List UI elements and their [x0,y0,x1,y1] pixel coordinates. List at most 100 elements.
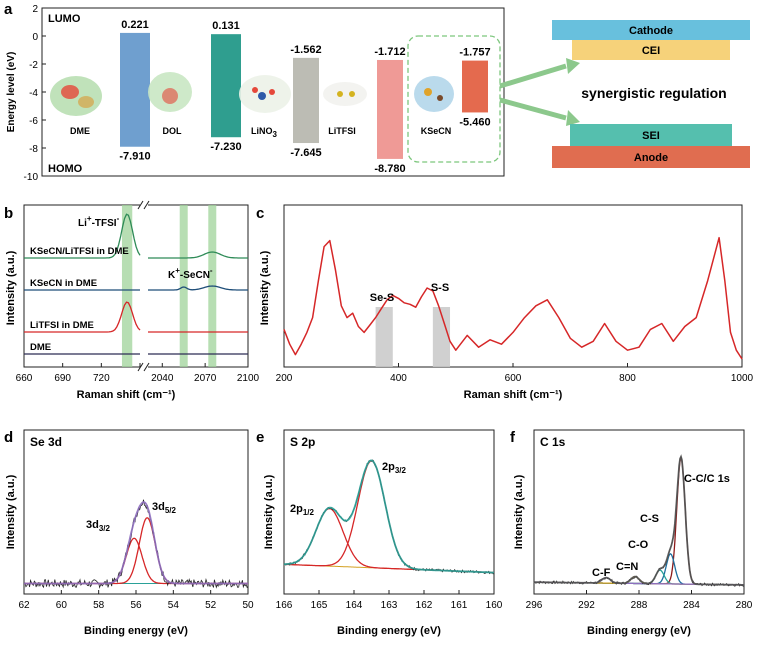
homo-value-label: -5.460 [459,116,490,128]
anode-layer [552,146,750,168]
c1s-peak-label: C-C/C 1s [684,473,730,485]
green-band [121,205,133,367]
panel-b-content: 660 690 720 2040 2070 2100 KSeCN/LiTFSI in DME… [16,200,260,384]
panel-letter-a: a [4,1,13,18]
panel-b-frame [23,204,249,368]
k-secn-annotation: K+-SeCN- [168,266,213,281]
panel-b-raman: Intensity (a.u.) Raman shift (cm⁻¹) 660 6… [5,200,260,401]
sei-layer [570,124,732,146]
series-label: DME [30,342,51,353]
panel-a-ylabel: Energy level (eV) [6,52,17,133]
xps-xtick-label: 54 [168,600,180,611]
panel-c-xtick-label: 800 [619,373,636,384]
axis-break-mark [143,362,150,372]
panel-d-xlabel: Binding energy (eV) [84,625,188,637]
xps-xtick-label: 166 [276,600,293,611]
panel-c-frame [283,204,743,368]
xps-xtick-label: 160 [486,600,503,611]
c1s-peak-label: C-S [640,513,659,525]
homo-value-label: -7.645 [290,147,321,159]
panel-c-ylabel: Intensity (a.u.) [259,250,271,325]
molecule-name-label: KSeCN [421,126,452,136]
panel-c-xtick-label: 200 [276,373,293,384]
lumo-label: LUMO [48,13,81,25]
axis-break-mask [140,363,148,371]
panel-letter-d: d [4,429,13,446]
raman-trace-right [148,285,248,291]
panel-b-xtick-label: 2040 [151,373,174,384]
series-label: LiTFSI in DME [30,320,94,331]
panel-a-bars: 0.221 -7.910 DME 0.131 -7.230 DOL -1.562 -7.645… [70,19,491,175]
panel-e-title: S 2p [290,435,315,449]
molecule-name-label: DME [70,126,90,136]
arrow-up-head [566,58,580,74]
panel-f-c1s: C 1s Intensity (a.u.) Binding energy (eV… [513,429,753,637]
panel-letter-e: e [256,429,264,446]
c1s-peak-label: C-F [592,567,611,579]
panel-d-content: 62 60 58 56 54 52 50 3d3/2 3d5/2 [18,499,254,611]
panel-letter-b: b [4,205,13,222]
panel-a-energy-levels: LUMO HOMO Energy level (eV) 2 0 -2 -4 -6 -8 -1… [6,4,750,183]
cei-label: CEI [642,45,660,57]
panel-c-content: 200 400 600 800 1000 Se-S S-S [276,236,754,384]
c1s-peak-label: C=N [616,561,638,573]
energy-bar-dol [211,34,241,138]
panel-b-ylabel: Intensity (a.u.) [5,250,17,325]
panel-b-xtick-label: 2100 [237,373,260,384]
lumo-value-label: -1.562 [290,44,321,56]
panel-f-content: 296 292 288 284 280 C-C/C 1s C-S C-O C=N C-F [526,454,753,611]
cei-layer [572,40,730,60]
panel-f-xlabel: Binding energy (eV) [587,625,691,637]
panel-c-xlabel: Raman shift (cm⁻¹) [464,389,563,401]
panel-e-s2p: S 2p Intensity (a.u.) Binding energy (eV… [263,429,503,637]
panel-d-title: Se 3d [30,435,62,449]
raw-data-line [283,459,495,575]
arrow-up [499,63,567,89]
homo-value-label: -8.780 [374,163,405,175]
molecule-icons [50,72,454,116]
panel-e-content: 166 165 164 163 162 161 160 2p1/2 2p3/2 [276,459,503,611]
xps-xtick-label: 62 [18,600,30,611]
xps-xtick-label: 296 [526,600,543,611]
energy-bar-lino3 [293,57,319,144]
xps-xtick-label: 58 [93,600,105,611]
panel-a-ytick-label: -10 [24,172,39,183]
panel-e-ylabel: Intensity (a.u.) [263,474,275,549]
envelope-fit-line [24,501,248,585]
lumo-value-label: 0.221 [121,19,149,31]
energy-bar-litfsi [377,59,403,159]
panel-c-raman: Intensity (a.u.) Raman shift (cm⁻¹) 200 4… [259,204,754,401]
raman-trace-left [24,213,141,259]
panel-d-frame [23,429,249,595]
peak-label-3d52: 3d5/2 [152,501,177,515]
panel-b-xlabel: Raman shift (cm⁻¹) [77,389,176,401]
panel-c-xtick-label: 600 [505,373,522,384]
arrow-down-head [566,110,580,126]
axis-break-mark [137,200,144,210]
panel-b-xtick-label: 660 [16,373,33,384]
kscen-highlight-box [407,35,501,163]
xps-xtick-label: 56 [130,600,142,611]
panel-d-se3d: Se 3d Intensity (a.u.) Binding energy (e… [5,429,254,637]
peak-label-2p12: 2p1/2 [290,503,315,517]
panel-letter-f: f [510,429,516,446]
panel-a-ytick-label: 2 [32,4,38,15]
xps-xtick-label: 50 [242,600,254,611]
peak-label-3d32: 3d3/2 [86,519,111,533]
axis-break-mark [143,200,150,210]
fit-component-peak [283,460,495,574]
molecule-name-label: LiNO3 [251,126,278,139]
cathode-label: Cathode [629,25,673,37]
panel-f-frame [533,429,745,595]
panel-e-xlabel: Binding energy (eV) [337,625,441,637]
panel-c-xtick-label: 1000 [731,373,754,384]
c1s-peak-label: C-O [628,539,649,551]
panel-f-ylabel: Intensity (a.u.) [513,474,525,549]
panel-a-ytick-label: -6 [29,116,38,127]
green-band [179,205,188,367]
anode-label: Anode [634,152,668,164]
lumo-value-label: -1.757 [459,47,490,59]
panel-c-xtick-label: 400 [390,373,407,384]
li-tfsi-annotation: Li+-TFSI- [78,214,120,229]
series-label: KSeCN in DME [30,278,97,289]
